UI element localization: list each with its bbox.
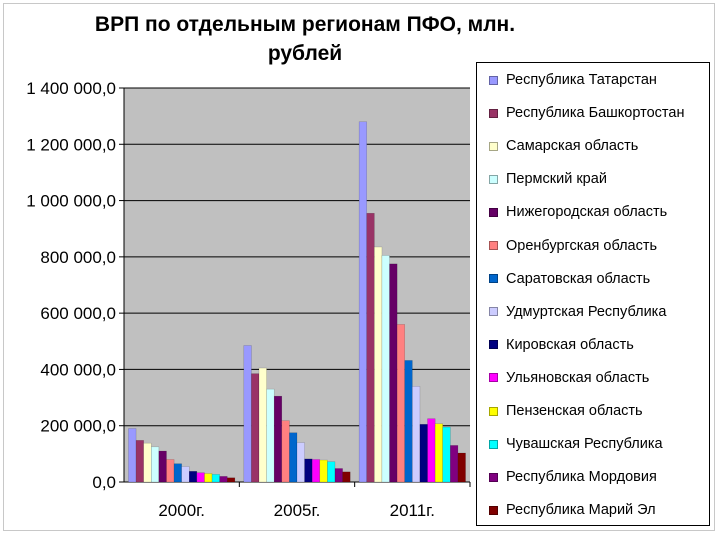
legend-label: Чувашская Республика — [506, 436, 663, 453]
bar — [158, 450, 167, 483]
bar — [173, 463, 182, 483]
bar — [266, 388, 275, 483]
bar — [219, 476, 228, 483]
bar — [412, 386, 421, 483]
legend-item: Нижегородская область — [489, 201, 667, 223]
bar — [342, 471, 351, 483]
bar — [251, 373, 260, 483]
legend-swatch — [489, 141, 498, 151]
legend-swatch — [489, 472, 498, 482]
legend-label: Республика Марий Эл — [506, 502, 656, 519]
legend-item: Ульяновская область — [489, 367, 649, 389]
legend-swatch — [489, 505, 498, 515]
legend-item: Республика Башкортостан — [489, 102, 684, 124]
legend-label: Нижегородская область — [506, 204, 668, 221]
bar — [135, 440, 144, 483]
legend-label: Республика Татарстан — [506, 72, 657, 88]
bar — [334, 468, 343, 483]
bar — [366, 212, 375, 483]
y-tick-label: 400 000,0 — [40, 360, 116, 379]
bar — [434, 423, 443, 483]
bar — [450, 445, 459, 483]
chart-frame — [3, 3, 715, 531]
y-tick-label: 600 000,0 — [40, 304, 116, 323]
y-tick-label: 800 000,0 — [40, 248, 116, 267]
bar — [258, 367, 267, 483]
bar — [166, 459, 175, 483]
bar — [289, 432, 298, 483]
bar — [442, 426, 451, 483]
bar — [311, 459, 321, 483]
bar — [396, 324, 405, 483]
legend-item: Республика Мордовия — [489, 466, 657, 488]
legend-label: Ульяновская область — [506, 369, 650, 386]
bar — [327, 461, 336, 483]
legend-swatch — [489, 406, 498, 416]
legend-item: Удмуртская Республика — [489, 301, 666, 323]
bar — [389, 263, 398, 483]
legend-item: Пермский край — [489, 168, 607, 190]
legend-item: Саратовская область — [489, 268, 650, 290]
bar — [358, 121, 367, 483]
legend-item: Оренбургская область — [489, 235, 657, 257]
bar — [281, 420, 290, 483]
bar — [296, 442, 305, 483]
bar — [427, 418, 436, 483]
legend-label: Самарская область — [506, 138, 639, 155]
x-tick-label: 2000г. — [158, 501, 205, 520]
legend-label: Республика Мордовия — [506, 469, 657, 486]
bar — [243, 345, 252, 483]
bar — [374, 246, 383, 483]
bar — [189, 471, 198, 483]
y-tick-label: 1 000 000,0 — [26, 192, 116, 211]
legend-swatch — [489, 241, 498, 250]
legend-label: Удмуртская Республика — [506, 303, 667, 320]
bar — [196, 472, 205, 483]
bar — [143, 442, 152, 483]
legend-item: Кировская область — [489, 334, 634, 356]
legend-item: Пензенская область — [489, 400, 643, 422]
legend-swatch — [489, 75, 498, 85]
legend-swatch — [489, 439, 498, 449]
bar — [319, 459, 328, 483]
bar — [227, 477, 236, 483]
y-tick-label: 1 400 000,0 — [26, 79, 116, 98]
bar — [381, 255, 390, 483]
x-tick-label: 2005г. — [274, 501, 321, 520]
chart-legend: Республика Татарстан Республика Башкортос… — [476, 62, 710, 526]
legend-swatch — [489, 373, 498, 383]
x-tick-label: 2011г. — [390, 501, 435, 520]
legend-swatch — [489, 207, 498, 217]
bar — [151, 446, 160, 483]
y-tick-label: 1 200 000,0 — [26, 135, 116, 154]
legend-swatch — [489, 307, 498, 317]
bar — [457, 452, 466, 483]
legend-item: Республика Татарстан — [489, 69, 657, 91]
legend-label: Саратовская область — [506, 270, 651, 287]
bar — [304, 458, 313, 483]
bar — [273, 395, 283, 483]
legend-item: Самарская область — [489, 135, 638, 157]
bar — [419, 424, 428, 483]
legend-label: Пензенская область — [506, 403, 643, 419]
legend-item: Республика Марий Эл — [489, 499, 656, 521]
legend-label: Кировская область — [506, 336, 634, 353]
bar — [404, 360, 413, 483]
bar — [128, 428, 137, 483]
legend-swatch — [489, 108, 498, 118]
legend-label: Республика Башкортостан — [506, 105, 685, 122]
legend-swatch — [489, 174, 498, 184]
bar — [181, 466, 190, 483]
y-tick-label: 0,0 — [92, 473, 116, 492]
legend-item: Чувашская Республика — [489, 433, 663, 455]
bar — [211, 474, 220, 483]
chart-title: ВРП по отдельным регионам ПФО, млн. рубл… — [94, 13, 516, 65]
legend-label: Оренбургская область — [506, 237, 658, 254]
legend-swatch — [489, 274, 498, 284]
legend-swatch — [489, 340, 498, 350]
legend-label: Пермский край — [506, 171, 607, 188]
bar — [204, 473, 213, 483]
y-tick-label: 200 000,0 — [40, 417, 116, 436]
